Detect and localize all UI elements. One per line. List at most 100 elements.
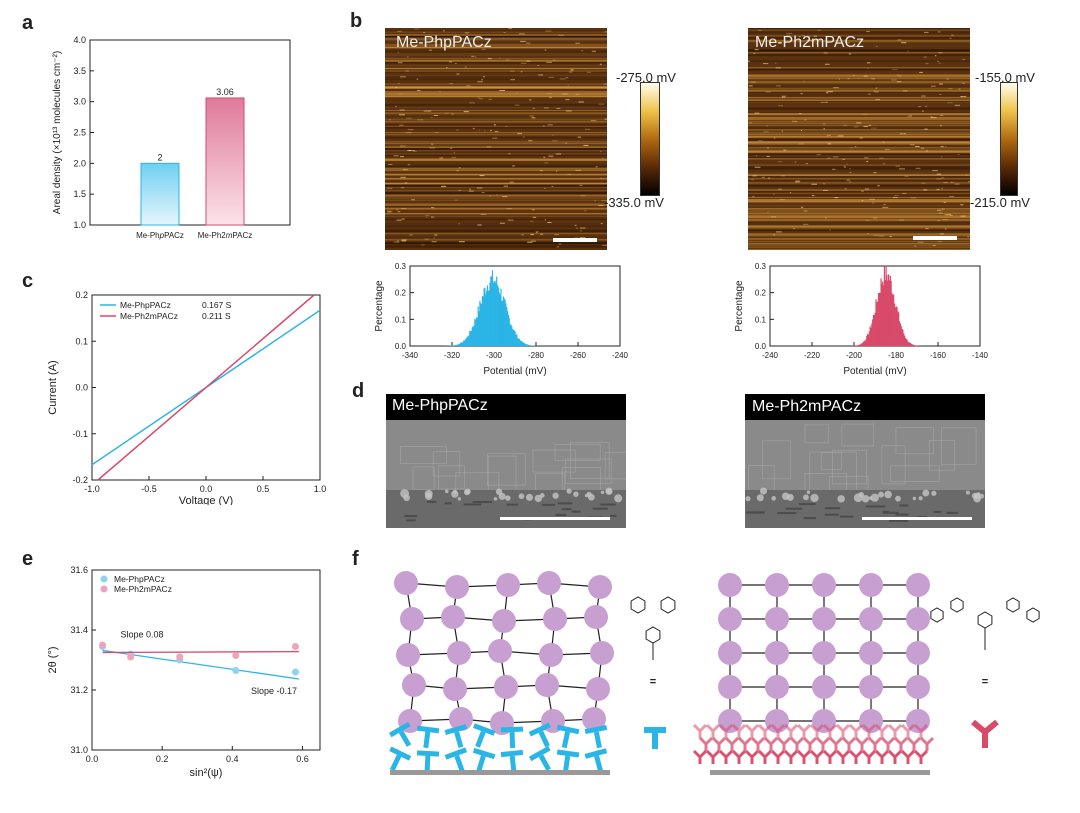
afm-texture-dot [514, 104, 520, 106]
sem-interface-particle [912, 496, 917, 501]
afm-texture-dot [397, 62, 403, 64]
afm-texture-line [385, 38, 607, 41]
afm-texture-dot [873, 90, 876, 92]
histogram-bar [485, 294, 487, 346]
afm-image-right [748, 28, 974, 251]
afm-texture-dot [775, 62, 777, 64]
afm-texture-dot [802, 35, 805, 37]
afm-texture-dot [766, 125, 769, 127]
y-tick-label: -0.1 [72, 429, 88, 439]
afm-texture-dot [574, 237, 579, 239]
sem-interface-particle [868, 496, 873, 500]
afm-texture-dot [503, 31, 506, 33]
afm-texture-line [385, 196, 607, 199]
afm-texture-dot [844, 188, 847, 190]
y-axis-label: Areal density (×10¹³ molecules cm⁻²) [52, 51, 63, 214]
afm-texture-dot [950, 181, 954, 183]
afm-texture-line [385, 145, 607, 147]
afm-texture-dot [479, 98, 484, 100]
afm-texture-line [385, 245, 607, 247]
afm-texture-line [385, 37, 607, 39]
afm-texture-line [748, 123, 970, 126]
afm-texture-line [748, 139, 970, 141]
scatter-point [99, 641, 107, 649]
y-molecule-pink [783, 723, 799, 738]
histogram-bar [521, 340, 523, 346]
bar-data-label: 2 [157, 152, 162, 162]
histogram-bar [898, 312, 900, 346]
y-tick-label: 31.4 [70, 625, 88, 635]
sem-substrate-texture [933, 510, 942, 513]
afm-texture-dot [535, 231, 538, 233]
afm-texture-dot [559, 78, 566, 80]
y-molecule-pink [835, 723, 851, 738]
y-tick-label: 0.1 [75, 336, 88, 346]
afm-texture-dot [544, 49, 547, 51]
sem-film-layer [745, 420, 985, 490]
afm-texture-dot [430, 41, 436, 43]
afm-texture-dot [569, 71, 573, 73]
afm-texture-line [385, 136, 607, 138]
histogram-bar [868, 331, 870, 346]
histogram-bar [504, 299, 506, 346]
afm-texture-dot [937, 31, 941, 33]
afm-texture-dot [537, 64, 539, 66]
afm-texture-dot [925, 150, 929, 152]
sem-interface-particle [586, 491, 592, 497]
afm-texture-dot [591, 50, 597, 52]
afm-texture-dot [829, 229, 831, 231]
afm-texture-dot [565, 110, 572, 112]
afm-texture-dot [509, 70, 515, 72]
afm-texture-dot [754, 166, 761, 168]
afm-texture-dot [962, 59, 966, 61]
afm-texture-dot [944, 228, 947, 230]
afm-texture-dot [464, 32, 470, 34]
afm-texture-line [748, 118, 970, 119]
histogram-bar [886, 274, 888, 346]
afm-texture-dot [825, 217, 827, 219]
afm-texture-line [385, 238, 607, 241]
afm-texture-dot [848, 181, 852, 183]
y-molecule-pink [718, 749, 734, 764]
afm-texture-dot [755, 155, 758, 157]
colorbar-bottom-left: -335.0 mV [604, 195, 664, 210]
histogram-bar [899, 323, 901, 346]
afm-texture-line [748, 29, 970, 31]
afm-texture-dot [925, 105, 928, 107]
afm-texture-line [748, 39, 970, 41]
afm-texture-dot [548, 96, 553, 98]
afm-texture-dot [938, 62, 941, 64]
y-molecule-pink [711, 736, 727, 751]
histogram-bar [859, 344, 861, 346]
lattice-atom [812, 607, 836, 631]
sem-interface-particle [525, 493, 534, 501]
sem-interface-particle [403, 494, 410, 502]
afm-texture-dot [567, 173, 572, 175]
t-molecule-blue [389, 746, 412, 772]
afm-texture-line [385, 53, 607, 56]
chemical-ring [630, 596, 646, 614]
afm-texture-dot [538, 74, 544, 76]
afm-texture-line [748, 49, 970, 52]
panel-label-d: d [352, 380, 365, 402]
afm-texture-dot [590, 120, 597, 122]
afm-texture-dot [507, 219, 514, 221]
y-tick-label: 1.5 [73, 189, 86, 199]
afm-texture-line [385, 230, 607, 233]
lattice-atom [859, 573, 883, 597]
afm-texture-dot [937, 209, 942, 211]
histogram-bar [517, 338, 520, 346]
histogram-bar [871, 323, 873, 346]
afm-texture-dot [800, 93, 803, 95]
histogram-bar [500, 288, 502, 346]
afm-texture-line [748, 112, 970, 114]
afm-texture-line [748, 55, 970, 57]
histogram-bar [456, 344, 458, 346]
afm-texture-dot [400, 176, 406, 178]
y-molecule-pink [770, 723, 786, 738]
afm-texture-line [385, 140, 607, 143]
afm-texture-dot [598, 103, 605, 105]
afm-texture-dot [506, 208, 512, 210]
bar-data-label: 3.06 [216, 87, 234, 97]
afm-texture-line [385, 168, 607, 170]
